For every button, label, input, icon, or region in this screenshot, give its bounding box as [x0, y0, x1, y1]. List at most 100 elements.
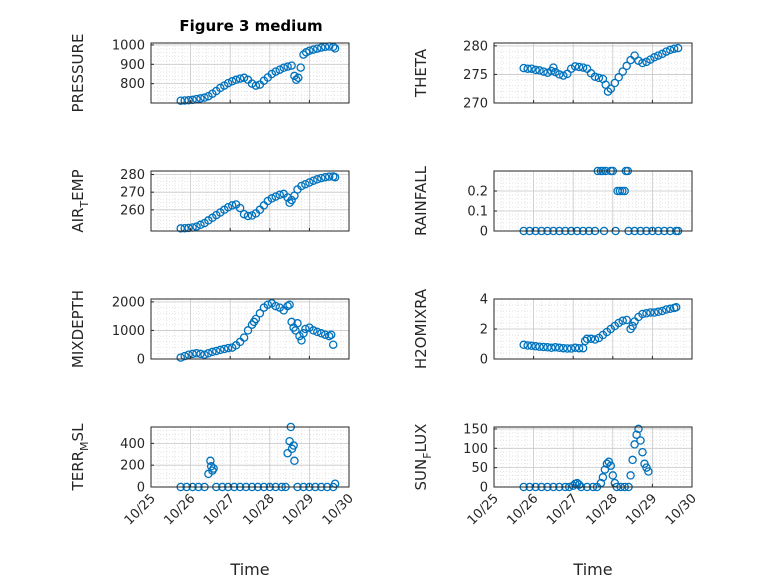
- data-point: [293, 319, 302, 328]
- data-point: [574, 343, 584, 353]
- y-axis-label: H2OMIXRA: [412, 288, 430, 369]
- data-point: [267, 194, 277, 203]
- data-point: [531, 342, 540, 351]
- data-point: [192, 349, 201, 358]
- figure-title: Figure 3 medium: [179, 17, 322, 35]
- series-markers: [176, 299, 338, 362]
- data-point: [586, 334, 596, 344]
- data-point: [535, 342, 544, 351]
- data-point: [176, 353, 185, 362]
- data-point: [665, 45, 675, 55]
- data-point: [309, 176, 318, 185]
- data-point: [547, 343, 556, 353]
- data-point: [650, 308, 659, 317]
- data-point: [582, 334, 592, 344]
- data-point: [638, 58, 647, 68]
- y-tick-label: 0.1: [467, 205, 488, 220]
- data-point: [271, 192, 280, 201]
- data-point: [632, 430, 641, 439]
- data-point: [590, 72, 600, 81]
- y-tick-label: 270: [463, 97, 488, 112]
- data-point: [523, 341, 532, 350]
- data-point: [535, 66, 544, 75]
- data-point: [251, 314, 261, 324]
- data-point: [235, 203, 245, 213]
- data-point: [594, 73, 604, 83]
- y-axis-label: RAINFALL: [412, 165, 430, 236]
- data-point: [196, 220, 205, 230]
- axes-box: [150, 426, 350, 488]
- data-point: [239, 209, 249, 219]
- data-point: [634, 424, 643, 434]
- data-point: [320, 172, 330, 182]
- data-point: [294, 73, 303, 83]
- data-point: [184, 223, 193, 233]
- data-point: [283, 62, 292, 71]
- y-tick-label: 0.2: [467, 185, 488, 200]
- y-tick-label: 150: [463, 422, 488, 437]
- data-point: [216, 345, 225, 355]
- data-point: [606, 461, 616, 470]
- data-point: [313, 175, 322, 184]
- data-point: [638, 309, 647, 319]
- plot-area: [494, 171, 692, 231]
- data-point: [665, 304, 675, 314]
- data-point: [598, 473, 608, 482]
- data-point: [299, 329, 308, 338]
- data-point: [301, 179, 310, 189]
- data-point: [263, 300, 273, 309]
- grid: [494, 170, 692, 232]
- data-point: [539, 67, 548, 76]
- data-point: [606, 84, 616, 93]
- data-point: [630, 440, 639, 449]
- axes-box: [150, 298, 350, 360]
- data-point: [180, 96, 189, 105]
- data-point: [283, 448, 292, 458]
- data-point: [290, 71, 299, 81]
- y-tick-label: 280: [120, 168, 145, 183]
- data-point: [227, 77, 237, 86]
- data-point: [301, 324, 310, 334]
- data-point: [320, 330, 330, 339]
- data-point: [614, 73, 623, 82]
- data-point: [654, 307, 663, 317]
- data-point: [251, 81, 261, 90]
- data-point: [559, 71, 568, 80]
- series-markers: [519, 43, 683, 96]
- grid: [151, 43, 349, 104]
- data-point: [184, 96, 193, 105]
- data-point: [658, 306, 667, 316]
- data-point: [184, 350, 193, 359]
- data-point: [309, 45, 318, 54]
- data-point: [209, 464, 218, 473]
- y-tick-label: 280: [463, 39, 488, 54]
- data-point: [243, 326, 253, 335]
- y-axis-label: THETA: [412, 48, 430, 98]
- axes-box: [493, 42, 693, 104]
- data-point: [638, 447, 647, 457]
- y-tick-label: 0: [137, 481, 145, 496]
- data-point: [610, 78, 620, 88]
- data-point: [662, 305, 671, 314]
- data-point: [527, 64, 536, 73]
- data-point: [618, 67, 627, 76]
- data-point: [662, 47, 671, 56]
- axes-box: [150, 170, 350, 232]
- data-point: [317, 329, 326, 338]
- y-tick-label: 900: [120, 58, 145, 73]
- series-markers: [176, 42, 340, 105]
- data-point: [324, 331, 334, 341]
- data-point: [622, 315, 631, 325]
- data-point: [646, 308, 655, 317]
- y-axis-label: PRESSURE: [69, 34, 87, 113]
- data-point: [330, 44, 340, 53]
- y-tick-label: 50: [471, 461, 488, 476]
- data-point: [543, 343, 552, 352]
- data-point: [271, 301, 280, 311]
- axes-box: [493, 426, 693, 488]
- data-point: [578, 63, 588, 72]
- y-tick-label: 0: [137, 353, 145, 368]
- data-point: [669, 44, 679, 53]
- data-point: [279, 63, 288, 73]
